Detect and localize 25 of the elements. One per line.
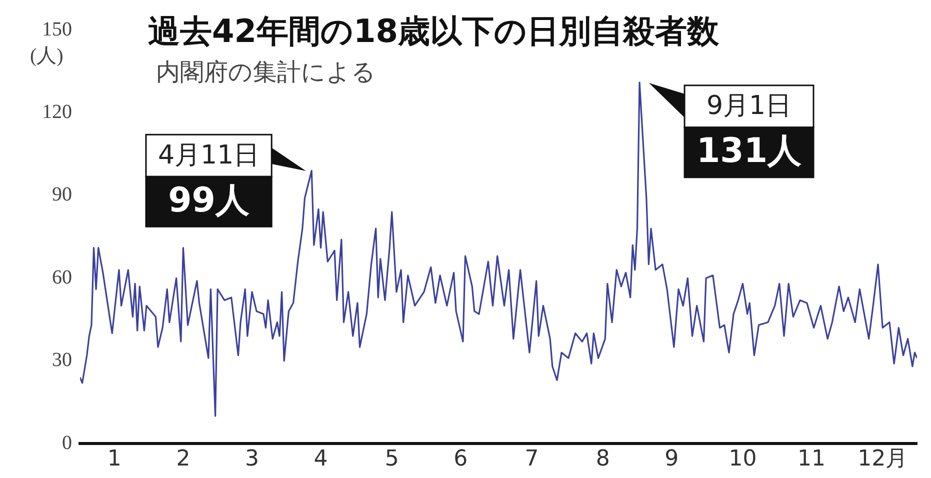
annotation: 4月11日 (158, 140, 260, 170)
y-tick-label: 30 (52, 349, 72, 372)
text: 内閣府の集計による (156, 57, 376, 88)
x-tick-label: 10 (728, 446, 757, 472)
x-tick-label: 1 (107, 446, 122, 472)
y-tick-label: 120 (42, 100, 72, 123)
x-tick-label: 3 (244, 446, 259, 472)
y-tick-label: 60 (52, 266, 72, 288)
y-tick-label: 90 (52, 184, 72, 206)
annotation: 131人 (696, 131, 802, 172)
y-axis-title: (人) (30, 44, 64, 69)
chart-title: 過去42年間の18歳以下の日別自殺者数 (148, 11, 720, 52)
x-tick-label: 8 (596, 446, 610, 472)
x-tick-label: 6 (454, 446, 468, 472)
y-tick-label: 150 (42, 18, 72, 40)
x-tick-label: 5 (384, 446, 399, 472)
annotation: 9月1日 (706, 91, 792, 122)
x-tick-label: 2 (176, 446, 190, 472)
x-tick-label: 7 (524, 446, 539, 472)
x-tick-label: 12月 (858, 446, 908, 472)
y-tick-label: 0 (62, 432, 72, 454)
x-tick-label: 9 (664, 446, 679, 472)
x-tick-label: 11 (798, 446, 826, 472)
x-tick-label: 4 (314, 446, 328, 472)
annotation: 99人 (168, 180, 250, 220)
